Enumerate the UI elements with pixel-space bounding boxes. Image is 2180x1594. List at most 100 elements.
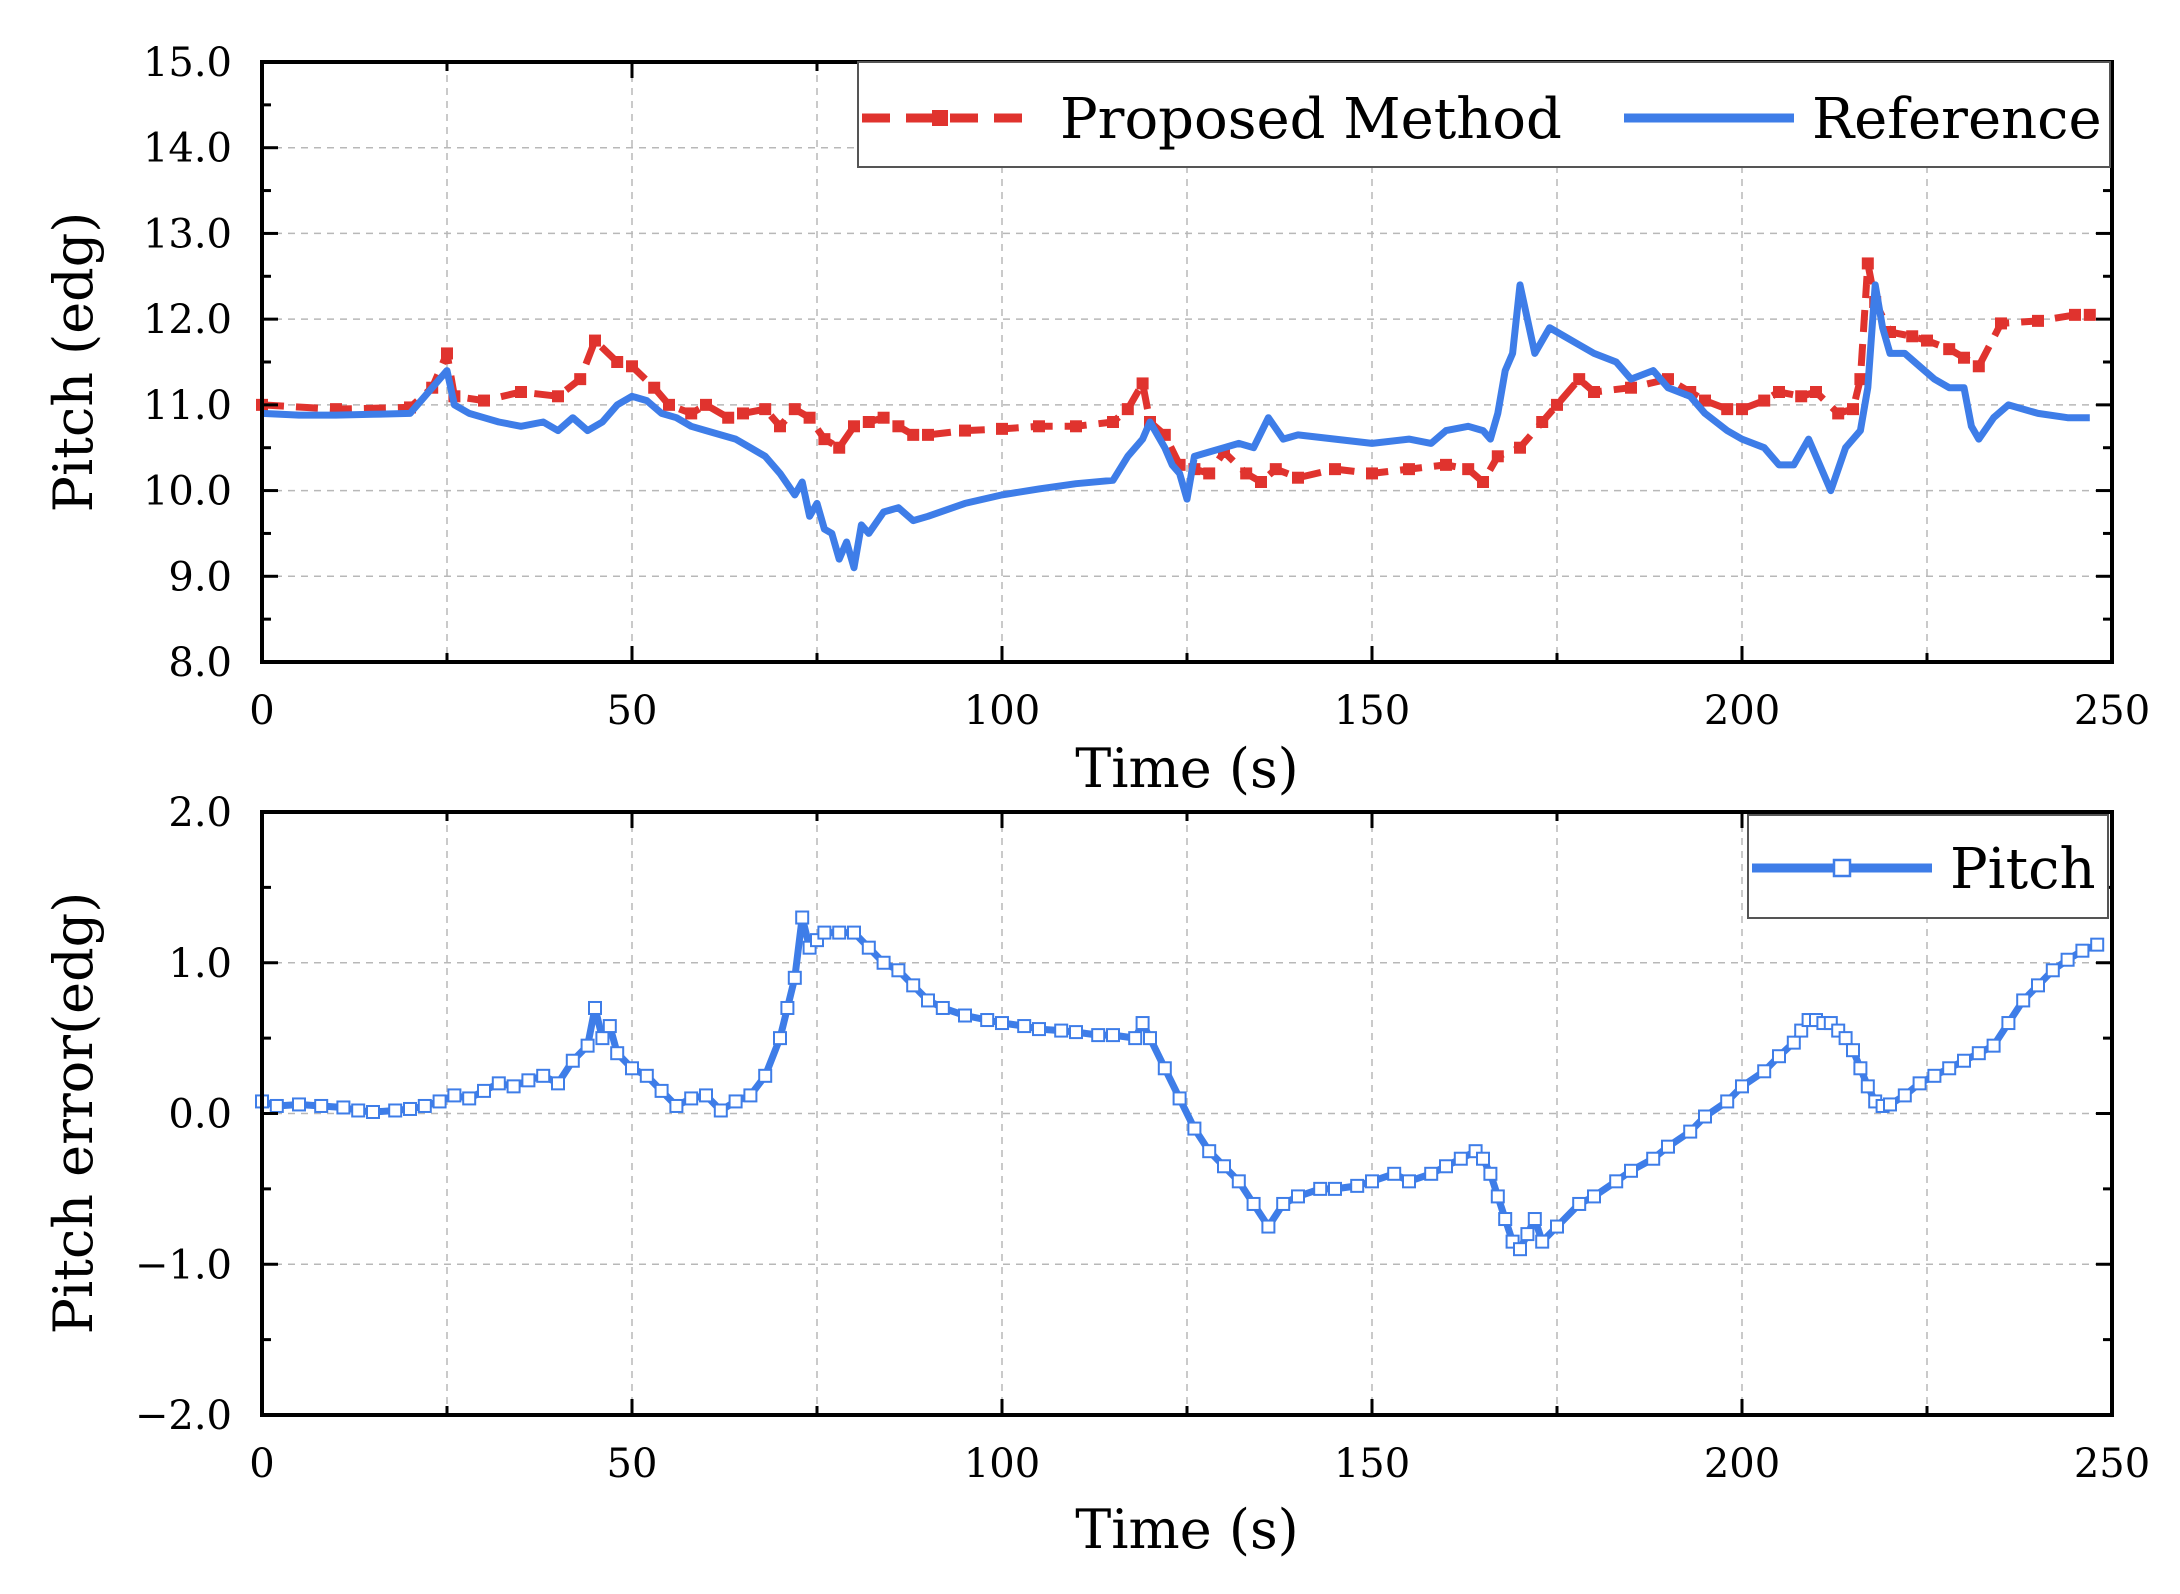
pitch-chart-x-tick-labels: 0 50 100 150 200 250 [249, 688, 2150, 734]
data-point-proposed-method [1573, 373, 1586, 386]
data-point-proposed-method [848, 420, 860, 433]
legend-label-proposed-method: Proposed Method [1060, 87, 1562, 152]
pitch-chart-x-axis-title: Time (s) [1075, 737, 1298, 800]
data-point-pitch [1387, 1166, 1402, 1181]
data-point-proposed-method [1854, 373, 1867, 386]
data-point-pitch [669, 1098, 684, 1113]
data-point-pitch [1187, 1121, 1202, 1136]
data-point-proposed-method [1958, 351, 1970, 364]
data-point-proposed-method [1721, 403, 1734, 416]
pitch-error-chart-x-tick-labels: 0 50 100 150 200 250 [249, 1441, 2150, 1487]
data-point-pitch [1313, 1181, 1328, 1196]
pitch-error-chart-legend: Pitch [1747, 814, 2109, 919]
data-point-proposed-method [877, 411, 890, 424]
data-point-pitch [447, 1088, 462, 1103]
data-point-proposed-method [1832, 407, 1845, 420]
data-point-proposed-method [996, 422, 1008, 435]
data-point-proposed-method [1847, 403, 1859, 416]
data-point-pitch [462, 1091, 477, 1106]
data-point-proposed-method [1921, 334, 1933, 347]
data-point-proposed-method [515, 386, 527, 398]
pitch-chart-x-tick-label: 150 [1334, 688, 1410, 734]
data-point-pitch [1231, 1174, 1246, 1189]
data-point-proposed-method [907, 428, 920, 441]
data-point-pitch [639, 1068, 654, 1083]
data-point-pitch [1350, 1178, 1365, 1193]
data-point-pitch [699, 1088, 713, 1103]
data-point-pitch [1054, 1023, 1069, 1038]
data-point-pitch [787, 970, 802, 985]
data-point-pitch [891, 963, 906, 978]
data-point-pitch [403, 1101, 417, 1116]
data-point-pitch [876, 955, 891, 970]
data-point-pitch [2031, 978, 2045, 993]
data-point-proposed-method [1033, 420, 1045, 433]
data-point-pitch [2075, 943, 2090, 958]
data-point-pitch [980, 1013, 995, 1028]
data-point-proposed-method [478, 394, 490, 407]
data-point-proposed-method [1403, 463, 1415, 476]
data-point-pitch [580, 1038, 595, 1053]
data-point-pitch [1246, 1196, 1261, 1211]
pitch-error-chart-x-tick-label: 250 [2074, 1441, 2150, 1487]
pitch-error-chart-x-tick-label: 150 [1334, 1441, 1410, 1487]
data-point-proposed-method [552, 390, 564, 403]
data-point-pitch [1513, 1242, 1527, 1257]
data-point-proposed-method [1514, 441, 1526, 454]
data-point-pitch [1424, 1166, 1439, 1181]
data-point-proposed-method [722, 411, 735, 424]
pitch-error-chart-x-tick-label: 200 [1704, 1441, 1780, 1487]
data-point-pitch [1106, 1028, 1120, 1043]
data-point-proposed-method [1292, 471, 1304, 484]
series-line-reference [261, 281, 2090, 572]
data-point-pitch [1172, 1091, 1187, 1106]
data-point-proposed-method [574, 373, 587, 386]
data-point-proposed-method [663, 398, 675, 411]
data-point-pitch [491, 1076, 506, 1091]
data-point-proposed-method [441, 347, 453, 360]
data-point-pitch [1402, 1174, 1416, 1189]
pitch-chart-legend-box [857, 61, 2111, 168]
data-point-pitch [1202, 1144, 1217, 1159]
pitch-chart-y-tick-label: 11.0 [143, 383, 232, 429]
data-point-pitch [1032, 1022, 1046, 1037]
data-point-pitch [1786, 1035, 1801, 1050]
data-point-proposed-method [1906, 330, 1919, 343]
pitch-error-chart-x-axis-title: Time (s) [1075, 1498, 1298, 1561]
data-point-proposed-method [1972, 360, 1985, 373]
data-point-proposed-method [1240, 467, 1253, 480]
data-point-pitch [758, 1068, 773, 1083]
pitch-chart-x-tick-label: 100 [964, 688, 1040, 734]
data-point-pitch [713, 1103, 728, 1118]
data-point-pitch [1846, 1043, 1860, 1058]
data-point-pitch [728, 1094, 743, 1109]
data-point-proposed-method [1861, 257, 1874, 270]
data-point-pitch [1476, 1151, 1490, 1166]
pitch-chart-x-tick-label: 50 [607, 688, 658, 734]
data-point-pitch [1624, 1163, 1638, 1178]
data-point-proposed-method [1440, 458, 1452, 471]
data-point-pitch [1942, 1061, 1957, 1076]
data-point-pitch [1609, 1174, 1624, 1189]
data-point-proposed-method [1107, 416, 1119, 428]
data-point-pitch [684, 1091, 699, 1106]
pitch-chart-panel: 0 50 100 150 200 250 8.0 9.0 10.0 11.0 12.0 13.0 14… [42, 40, 2150, 800]
pitch-chart-series [256, 257, 2096, 572]
pitch-error-chart-x-tick-label: 50 [607, 1441, 658, 1487]
data-point-proposed-method [892, 420, 905, 433]
data-point-pitch [1135, 1016, 1150, 1031]
data-point-pitch [388, 1103, 403, 1118]
data-point-pitch [1365, 1174, 1379, 1189]
data-point-pitch [1957, 1053, 1971, 1068]
data-point-pitch [1217, 1159, 1231, 1174]
pitch-chart-x-tick-label: 0 [249, 688, 274, 734]
legend-swatch-pitch [1752, 858, 1932, 878]
pitch-chart-y-tick-label: 14.0 [143, 126, 232, 172]
data-point-pitch [1017, 1019, 1032, 1034]
data-point-pitch [417, 1098, 432, 1113]
data-point-pitch [780, 1000, 795, 1015]
legend-swatch-proposed-method [862, 110, 1032, 126]
data-point-pitch [773, 1031, 787, 1046]
data-point-proposed-method [1943, 343, 1956, 356]
